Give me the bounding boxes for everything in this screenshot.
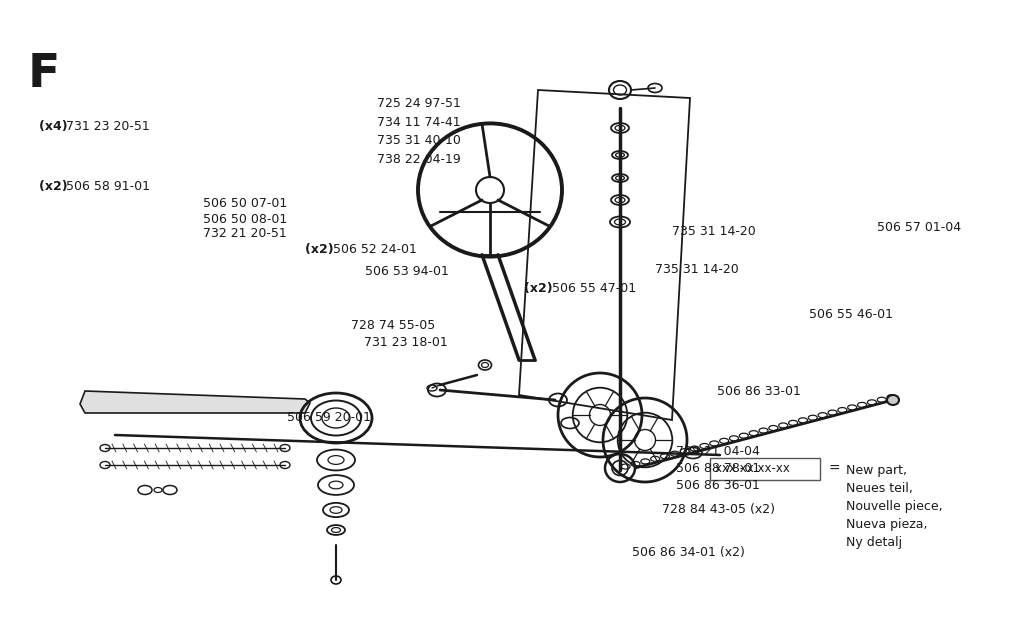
- Text: (x2): (x2): [305, 243, 338, 257]
- Text: 506 50 07-01: 506 50 07-01: [203, 197, 287, 210]
- Text: (x4): (x4): [39, 120, 72, 133]
- Text: xxx xx xx-xx: xxx xx xx-xx: [715, 463, 790, 476]
- Text: 728 74 55-05: 728 74 55-05: [351, 319, 435, 333]
- Text: Nueva pieza,: Nueva pieza,: [846, 518, 928, 531]
- Text: (x2): (x2): [39, 180, 72, 194]
- Text: New part,: New part,: [846, 464, 907, 477]
- Text: 506 53 94-01: 506 53 94-01: [365, 265, 449, 278]
- Text: =: =: [828, 462, 840, 476]
- Text: 506 88 78-01: 506 88 78-01: [676, 462, 760, 476]
- Text: Nouvelle piece,: Nouvelle piece,: [846, 500, 943, 513]
- Text: Neues teil,: Neues teil,: [846, 482, 912, 495]
- Text: 735 31 14-20: 735 31 14-20: [672, 225, 756, 238]
- Text: 506 55 47-01: 506 55 47-01: [552, 281, 636, 295]
- Text: 738 22 04-19: 738 22 04-19: [377, 152, 461, 166]
- Text: 506 52 24-01: 506 52 24-01: [333, 243, 417, 257]
- Text: 725 24 97-51: 725 24 97-51: [377, 97, 461, 110]
- Text: 506 55 46-01: 506 55 46-01: [809, 308, 893, 321]
- Text: 738 21 04-04: 738 21 04-04: [676, 445, 760, 458]
- Text: 506 86 36-01: 506 86 36-01: [676, 479, 760, 492]
- Text: 506 58 91-01: 506 58 91-01: [67, 180, 151, 194]
- Text: 735 31 14-20: 735 31 14-20: [655, 263, 739, 276]
- Text: Ny detalj: Ny detalj: [846, 536, 902, 549]
- Text: 506 50 08-01: 506 50 08-01: [203, 212, 287, 226]
- Text: 506 59 20-01: 506 59 20-01: [287, 410, 371, 424]
- Text: 506 57 01-04: 506 57 01-04: [877, 220, 961, 234]
- Ellipse shape: [887, 395, 899, 405]
- Text: 731 23 18-01: 731 23 18-01: [364, 336, 447, 349]
- Text: 728 84 43-05 (x2): 728 84 43-05 (x2): [662, 503, 774, 516]
- Polygon shape: [80, 391, 310, 413]
- Text: 506 86 33-01: 506 86 33-01: [717, 385, 801, 399]
- Text: 734 11 74-41: 734 11 74-41: [377, 115, 461, 129]
- Text: F: F: [28, 52, 60, 97]
- Text: (x2): (x2): [524, 281, 557, 295]
- Text: 735 31 40-10: 735 31 40-10: [377, 134, 461, 147]
- Text: 506 86 34-01 (x2): 506 86 34-01 (x2): [632, 545, 744, 559]
- Text: 731 23 20-51: 731 23 20-51: [67, 120, 151, 133]
- Text: 732 21 20-51: 732 21 20-51: [203, 226, 287, 240]
